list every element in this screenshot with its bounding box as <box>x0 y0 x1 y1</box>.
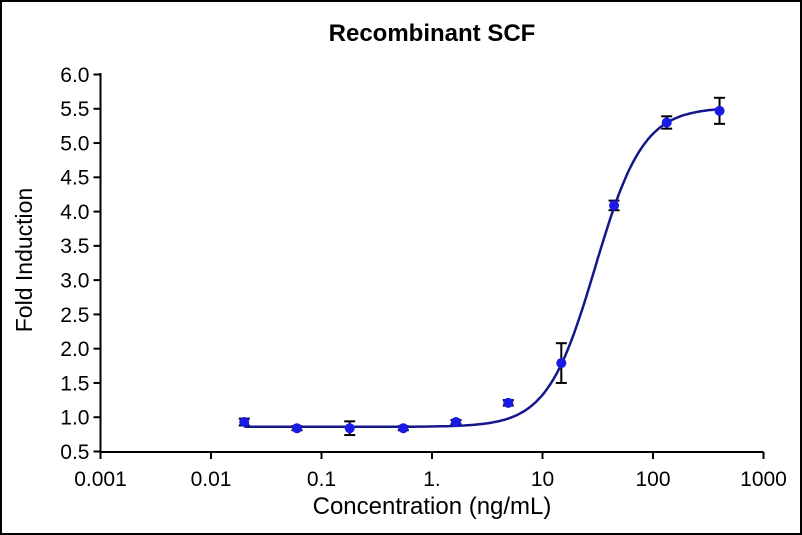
data-point <box>398 423 409 434</box>
x-tick-label: 100 <box>635 468 670 491</box>
data-point <box>714 105 725 116</box>
x-axis-title: Concentration (ng/mL) <box>312 493 552 520</box>
y-tick-label: 1.5 <box>60 372 89 395</box>
x-tick-label: 0.001 <box>74 468 127 491</box>
data-point <box>503 397 514 408</box>
y-tick-label: 3.5 <box>60 235 89 258</box>
x-tick-label: 1000 <box>740 468 787 491</box>
x-tick-label: 0.01 <box>191 468 232 491</box>
y-tick-label: 2.0 <box>60 338 89 361</box>
data-point <box>451 417 462 428</box>
y-tick-label: 0.5 <box>60 441 89 464</box>
chart-title: Recombinant SCF <box>328 20 536 47</box>
data-point <box>239 417 250 428</box>
y-tick-label: 2.5 <box>60 304 89 327</box>
x-tick-label: 0.1 <box>307 468 336 491</box>
data-point <box>344 423 355 434</box>
data-point <box>609 200 620 211</box>
data-point <box>661 117 672 128</box>
y-axis-title: Fold Induction <box>11 187 37 333</box>
x-tick-label: 10 <box>531 468 554 491</box>
y-tick-label: 5.0 <box>60 132 89 155</box>
y-tick-label: 5.5 <box>60 98 89 121</box>
data-point <box>291 423 302 434</box>
data-point <box>556 358 567 369</box>
y-tick-label: 1.0 <box>60 407 89 430</box>
y-tick-label: 4.0 <box>60 201 89 224</box>
x-tick-label: 1. <box>423 468 441 491</box>
fit-curve <box>244 107 720 429</box>
y-tick-label: 4.5 <box>60 167 89 190</box>
y-tick-label: 6.0 <box>60 64 89 87</box>
y-tick-label: 3.0 <box>60 269 89 292</box>
